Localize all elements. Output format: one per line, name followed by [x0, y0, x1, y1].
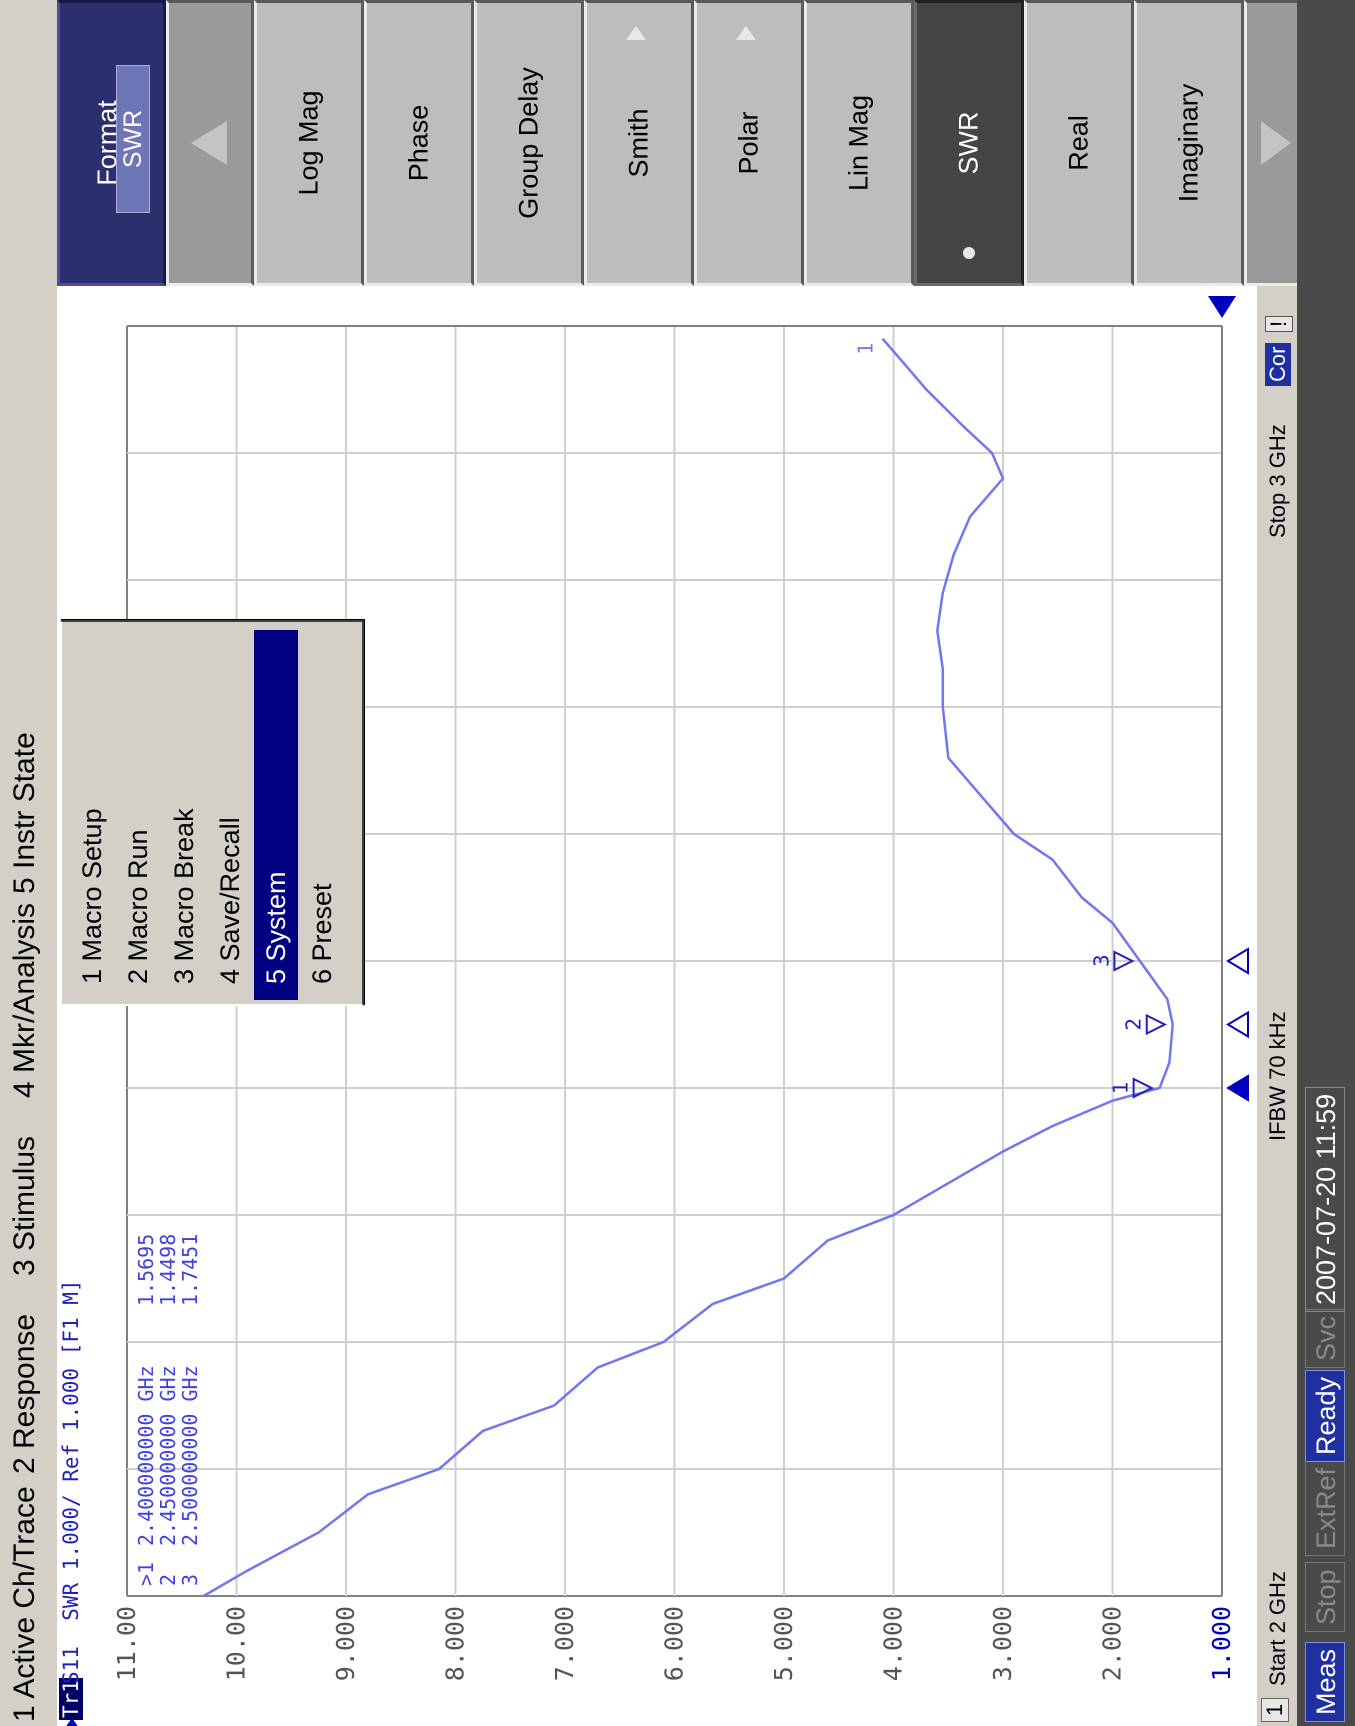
menu-item-preset[interactable]: 6 Preset: [307, 883, 337, 984]
marker-label: 2: [1122, 1018, 1146, 1031]
softkey-imaginary[interactable]: Imaginary: [1134, 0, 1244, 286]
y-tick-label: 8.000: [441, 1606, 470, 1681]
menu-item-save-recall[interactable]: 4 Save/Recall: [215, 817, 245, 984]
channel-number[interactable]: 1: [1261, 1697, 1289, 1722]
softkey-log-mag[interactable]: Log Mag: [254, 0, 364, 286]
scroll-up-button[interactable]: [166, 0, 254, 286]
trace-badge[interactable]: Tr1: [59, 1678, 83, 1720]
softkey-group-delay[interactable]: Group Delay: [474, 0, 584, 286]
stimulus-marker-icon: [1226, 947, 1249, 975]
svc-indicator: Svc: [1305, 1308, 1345, 1368]
extref-indicator: ExtRef: [1305, 1460, 1345, 1556]
trace-end-label: 1: [854, 343, 878, 355]
softkey-label: Imaginary: [1173, 83, 1204, 203]
softkey-label: SWR: [953, 111, 984, 175]
menu-item-system[interactable]: 5 System: [254, 630, 298, 1000]
menu-instr-state[interactable]: 5 Instr State: [8, 732, 41, 894]
menu-item-macro-run[interactable]: 2 Macro Run: [123, 829, 153, 984]
marker-label: 3: [1089, 954, 1113, 967]
softkey-label: Smith: [623, 108, 654, 178]
submenu-arrow-icon: [626, 26, 646, 40]
softkey-label: Log Mag: [293, 90, 324, 196]
warning-badge: !: [1265, 315, 1293, 332]
y-tick-label: 6.000: [660, 1606, 689, 1681]
submenu-arrow-icon: [736, 26, 756, 40]
softkey-phase[interactable]: Phase: [364, 0, 474, 286]
marker-readout-frequency: 2.400000000 GHz: [134, 1365, 158, 1546]
softkey-lin-mag[interactable]: Lin Mag: [804, 0, 914, 286]
softkey-panel: Format SWR Log Mag Phase Group Delay Smi…: [57, 0, 1307, 286]
marker-triangle-icon: [1113, 950, 1135, 972]
plot-area[interactable]: 11.00 10.00 9.000 8.000 7.000 6.000 5.000 4.000…: [87, 286, 1257, 1726]
datetime-display: 2007-07-20 11:59: [1305, 1086, 1345, 1312]
menu-item-macro-break[interactable]: 3 Macro Break: [169, 808, 199, 984]
menu-response[interactable]: 2 Response: [8, 1313, 41, 1474]
marker-readout-value: 1.4498: [156, 1234, 180, 1306]
trace-title-text: S11 SWR 1.000/ Ref 1.000 [F1 M]: [59, 1279, 83, 1684]
y-tick-label: 11.00: [112, 1606, 141, 1681]
swr-chart: 11.00 10.00 9.000 8.000 7.000 6.000 5.000 4.000…: [112, 296, 1249, 1681]
marker-readout-id: >1: [134, 1562, 158, 1586]
softkey-label: Group Delay: [513, 67, 544, 219]
down-arrow-icon: [1261, 121, 1291, 165]
stimulus-marker-icon: [1226, 1074, 1249, 1102]
marker-readout-frequency: 2.450000000 GHz: [156, 1365, 180, 1546]
meas-indicator: Meas: [1305, 1641, 1345, 1722]
y-tick-label: 4.000: [879, 1606, 908, 1681]
menu-mkr-analysis[interactable]: 4 Mkr/Analysis: [8, 902, 41, 1098]
y-tick-label: 5.000: [769, 1606, 798, 1681]
stimulus-marker-icon: [1226, 1010, 1249, 1039]
marker-readout-frequency: 2.500000000 GHz: [178, 1365, 202, 1546]
marker-readout-id: 3: [178, 1574, 202, 1586]
swr-trace-line: [202, 337, 1174, 1598]
trace-title-bar: Tr1 S11 SWR 1.000/ Ref 1.000 [F1 M]: [57, 286, 87, 1726]
format-softkey[interactable]: Format SWR: [57, 0, 166, 286]
marker-triangle-icon: [1145, 1013, 1167, 1036]
channel-status-line: 1 Start 2 GHz IFBW 70 kHz Stop 3 GHz Cor…: [1257, 286, 1297, 1726]
y-tick-label: 10.00: [222, 1606, 251, 1681]
y-tick-label: 1.000: [1207, 1606, 1236, 1681]
marker-readout-value: 1.5695: [134, 1234, 158, 1306]
reference-level-triangle-icon: [1208, 296, 1236, 318]
correction-badge: Cor: [1265, 342, 1291, 386]
marker-triangle-icon: [1132, 1077, 1154, 1099]
softkey-real[interactable]: Real: [1024, 0, 1134, 286]
menu-active-ch-trace[interactable]: 1 Active Ch/Trace: [8, 1486, 41, 1722]
start-frequency[interactable]: Start 2 GHz: [1265, 1571, 1290, 1686]
marker-readout-id: 2: [156, 1574, 180, 1586]
marker-label: 1: [1109, 1081, 1133, 1094]
softkey-polar[interactable]: Polar: [694, 0, 804, 286]
menu-stimulus[interactable]: 3 Stimulus: [8, 1135, 41, 1276]
marker-readout-value: 1.7451: [178, 1234, 202, 1306]
y-tick-label: 9.000: [331, 1606, 360, 1681]
instrument-status-bar: Meas Stop ExtRef Ready Svc 2007-07-20 11…: [1297, 0, 1355, 1726]
softkey-label: Phase: [403, 104, 434, 182]
y-tick-label: 2.000: [1098, 1606, 1127, 1681]
y-tick-label: 7.000: [550, 1606, 579, 1681]
softkey-label: Polar: [733, 111, 764, 175]
softkey-label: Lin Mag: [843, 94, 874, 192]
format-current-value: SWR: [116, 65, 150, 213]
softkey-smith[interactable]: Smith: [584, 0, 694, 286]
stop-frequency[interactable]: Stop 3 GHz: [1265, 424, 1290, 538]
ready-indicator: Ready: [1305, 1369, 1345, 1462]
if-bandwidth[interactable]: IFBW 70 kHz: [1265, 1011, 1290, 1141]
softkey-label: Real: [1063, 115, 1094, 171]
menu-item-macro-setup[interactable]: 1 Macro Setup: [77, 808, 107, 984]
menu-bar: 1 Active Ch/Trace 2 Response 3 Stimulus …: [0, 0, 57, 1726]
y-tick-label: 3.000: [988, 1606, 1017, 1681]
up-arrow-icon: [191, 121, 227, 165]
softkey-swr[interactable]: SWR: [914, 0, 1024, 286]
instr-state-dropdown: 1 Macro Setup 2 Macro Run 3 Macro Break …: [60, 620, 364, 1006]
stop-indicator: Stop: [1305, 1562, 1345, 1632]
